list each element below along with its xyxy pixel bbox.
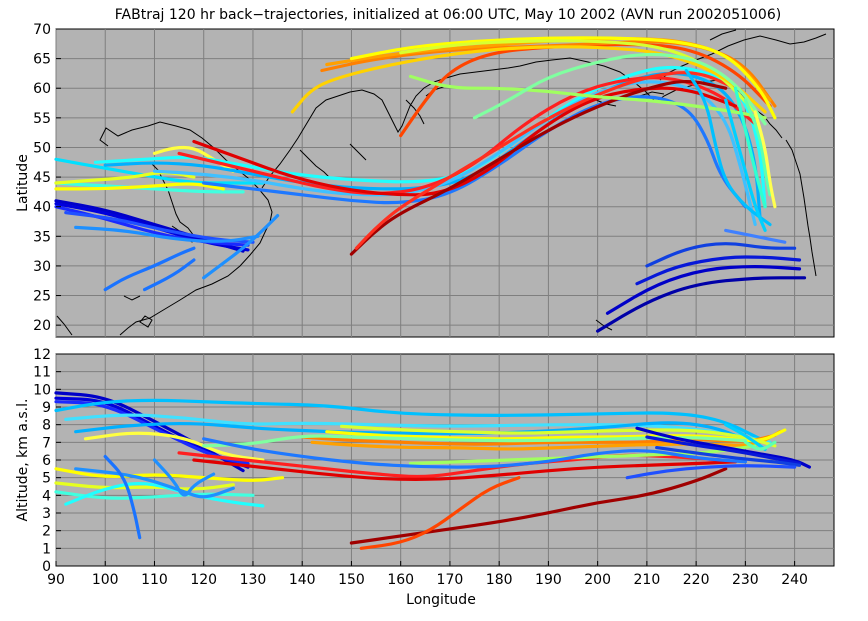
alt-ytick-label: 5 [42, 471, 51, 487]
altitude-axis-label: Altitude, km a.s.l. [15, 399, 31, 522]
xtick-label: 240 [781, 572, 808, 588]
map-ytick-label: 35 [33, 229, 51, 245]
xtick-label: 120 [190, 572, 217, 588]
map-trajectory-line [724, 228, 787, 244]
map-trajectory-line [354, 71, 738, 250]
map-ytick-label: 50 [33, 140, 51, 156]
map-trajectory-line [202, 95, 747, 209]
map-trajectory-line [733, 86, 767, 209]
alt-trajectory-line [359, 476, 521, 550]
map-trajectory-line [596, 276, 807, 333]
alt-ytick-label: 2 [42, 524, 51, 540]
xtick-label: 200 [584, 572, 611, 588]
longitude-ticks: 90 100 110 120 130 140 150 160 170 180 190 200 210 22… [47, 561, 808, 588]
map-ytick-label: 20 [33, 318, 51, 334]
alt-ytick-label: 9 [42, 400, 51, 416]
alt-trajectory-line [645, 435, 802, 466]
xtick-label: 130 [240, 572, 267, 588]
xtick-label: 190 [535, 572, 562, 588]
alt-trajectory-line [54, 467, 285, 482]
alt-trajectory-line [74, 421, 757, 448]
alt-ytick-label: 0 [42, 559, 51, 575]
map-ytick-label: 40 [33, 200, 51, 216]
alt-trajectory-line [83, 431, 265, 462]
map-trajectory-line [645, 242, 797, 268]
alt-trajectory-line [724, 423, 767, 451]
coastlines [56, 29, 827, 336]
alt-ytick-label: 12 [33, 347, 51, 363]
map-ytick-label: 55 [33, 111, 51, 127]
map-ytick-label: 30 [33, 259, 51, 275]
map-trajectory-line [684, 68, 772, 227]
alt-ytick-label: 3 [42, 506, 51, 522]
xtick-label: 100 [92, 572, 119, 588]
map-trajectory-line [743, 98, 772, 197]
alt-ytick-label: 8 [42, 418, 51, 434]
alt-ytick-label: 7 [42, 435, 51, 451]
alt-trajectory-line [202, 437, 747, 469]
alt-trajectory-line [192, 458, 738, 481]
altitude-trajectories [54, 391, 811, 550]
alt-ytick-label: 11 [33, 365, 51, 381]
alt-trajectory-line [202, 434, 747, 448]
map-trajectory-line [64, 211, 255, 244]
xtick-label: 210 [634, 572, 661, 588]
xtick-label: 110 [141, 572, 168, 588]
xtick-label: 170 [437, 572, 464, 588]
alt-trajectory-line [325, 428, 787, 443]
xtick-label: 220 [683, 572, 710, 588]
xtick-label: 160 [387, 572, 414, 588]
map-grid [55, 29, 834, 337]
alt-ytick-label: 6 [42, 453, 51, 469]
alt-trajectory-line [103, 454, 142, 540]
alt-trajectory-line [54, 398, 762, 441]
alt-trajectory-line [152, 458, 216, 497]
map-trajectory-line [349, 79, 728, 256]
map-ytick-label: 65 [33, 52, 51, 68]
alt-ytick-label: 1 [42, 541, 51, 557]
map-ytick-label: 60 [33, 81, 51, 97]
figure-title: FABtraj 120 hr back−trajectories, initia… [115, 7, 781, 23]
alt-trajectory-line [625, 464, 797, 480]
alt-trajectory-line [54, 400, 250, 466]
longitude-axis-label: Longitude [406, 592, 476, 608]
xtick-label: 230 [732, 572, 759, 588]
map-ytick-label: 70 [33, 22, 51, 38]
map-trajectory-line [753, 110, 777, 209]
xtick-label: 180 [486, 572, 513, 588]
map-trajectory-line [143, 258, 196, 292]
alt-trajectory-line [655, 446, 802, 467]
map-trajectory-line [202, 214, 280, 280]
map-trajectories [54, 36, 807, 333]
map-ytick-label: 25 [33, 289, 51, 305]
alt-trajectory-line [743, 440, 777, 451]
map-trajectory-line [349, 36, 777, 120]
map-trajectory-line [103, 246, 196, 292]
map-trajectory-line [74, 225, 260, 243]
map-trajectory-line [54, 157, 265, 185]
map-trajectory-line [605, 265, 802, 315]
latitude-axis-label: Latitude [15, 154, 31, 212]
alt-trajectory-line [64, 481, 265, 508]
xtick-label: 140 [289, 572, 316, 588]
map-ytick-label: 45 [33, 170, 51, 186]
map-trajectory-line [54, 182, 225, 191]
trajectory-map-panel: 20 25 30 35 40 45 50 55 60 65 70 Latitude [15, 22, 835, 338]
alt-ytick-label: 4 [42, 488, 51, 504]
map-trajectory-line [635, 255, 802, 286]
map-trajectory-line [724, 98, 767, 232]
alt-trajectory-line [74, 467, 235, 499]
alt-trajectory-line [340, 424, 777, 448]
map-trajectory-line [472, 52, 767, 126]
xtick-label: 150 [338, 572, 365, 588]
alt-trajectory-line [349, 467, 728, 545]
xtick-label: 90 [47, 572, 65, 588]
map-trajectory-line [152, 80, 757, 227]
latitude-ticks: 20 25 30 35 40 45 50 55 60 65 70 [33, 22, 61, 334]
alt-trajectory-line [635, 426, 811, 469]
alt-ytick-label: 10 [33, 382, 51, 398]
